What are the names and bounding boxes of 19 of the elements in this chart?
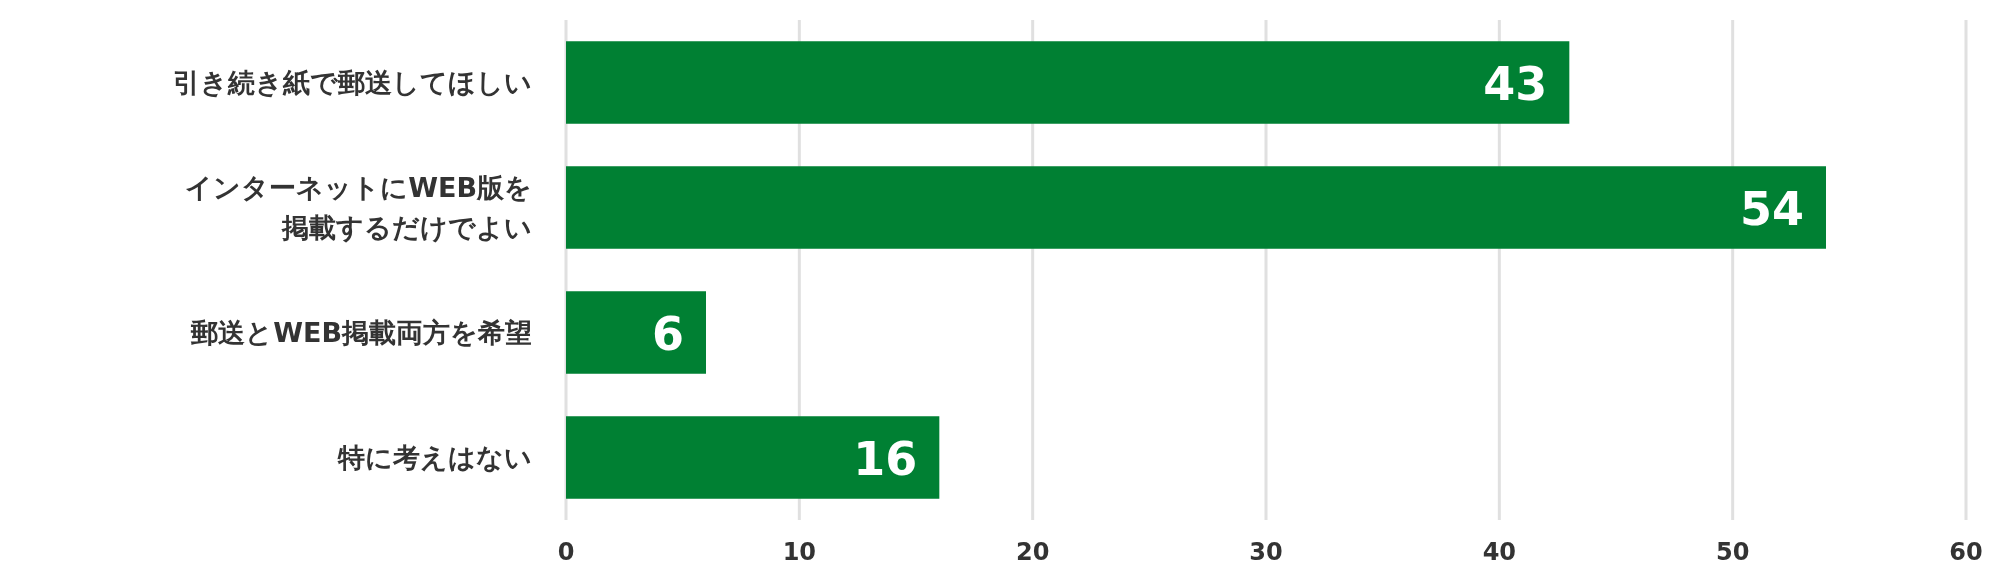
y-tick-label: 特に考えはない: [337, 441, 532, 473]
x-tick-label: 0: [557, 538, 575, 562]
data-label: 16: [853, 431, 918, 486]
x-tick-label: 60: [1949, 538, 1983, 562]
y-tick-label: インターネットにWEB版を掲載するだけでよい: [185, 171, 532, 243]
data-label: 43: [1483, 56, 1548, 111]
data-label: 6: [651, 306, 684, 361]
x-tick-label: 50: [1715, 538, 1750, 562]
x-tick-label: 10: [782, 538, 817, 562]
x-tick-label: 20: [1015, 538, 1050, 562]
data-label: 54: [1739, 181, 1804, 236]
y-tick-label: 郵送とWEB掲載両方を希望: [190, 316, 532, 348]
bar: [566, 291, 706, 374]
x-tick-label: 30: [1249, 538, 1283, 562]
y-tick-label: 引き続き紙で郵送してほしい: [173, 66, 532, 98]
x-tick-label: 40: [1482, 538, 1517, 562]
bar: [566, 166, 1826, 249]
bar: [566, 416, 940, 499]
bar: [566, 41, 1570, 124]
